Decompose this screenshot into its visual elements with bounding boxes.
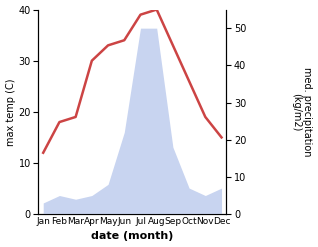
Y-axis label: max temp (C): max temp (C) [5,78,16,145]
Y-axis label: med. precipitation
(kg/m2): med. precipitation (kg/m2) [291,67,313,157]
X-axis label: date (month): date (month) [91,231,174,242]
